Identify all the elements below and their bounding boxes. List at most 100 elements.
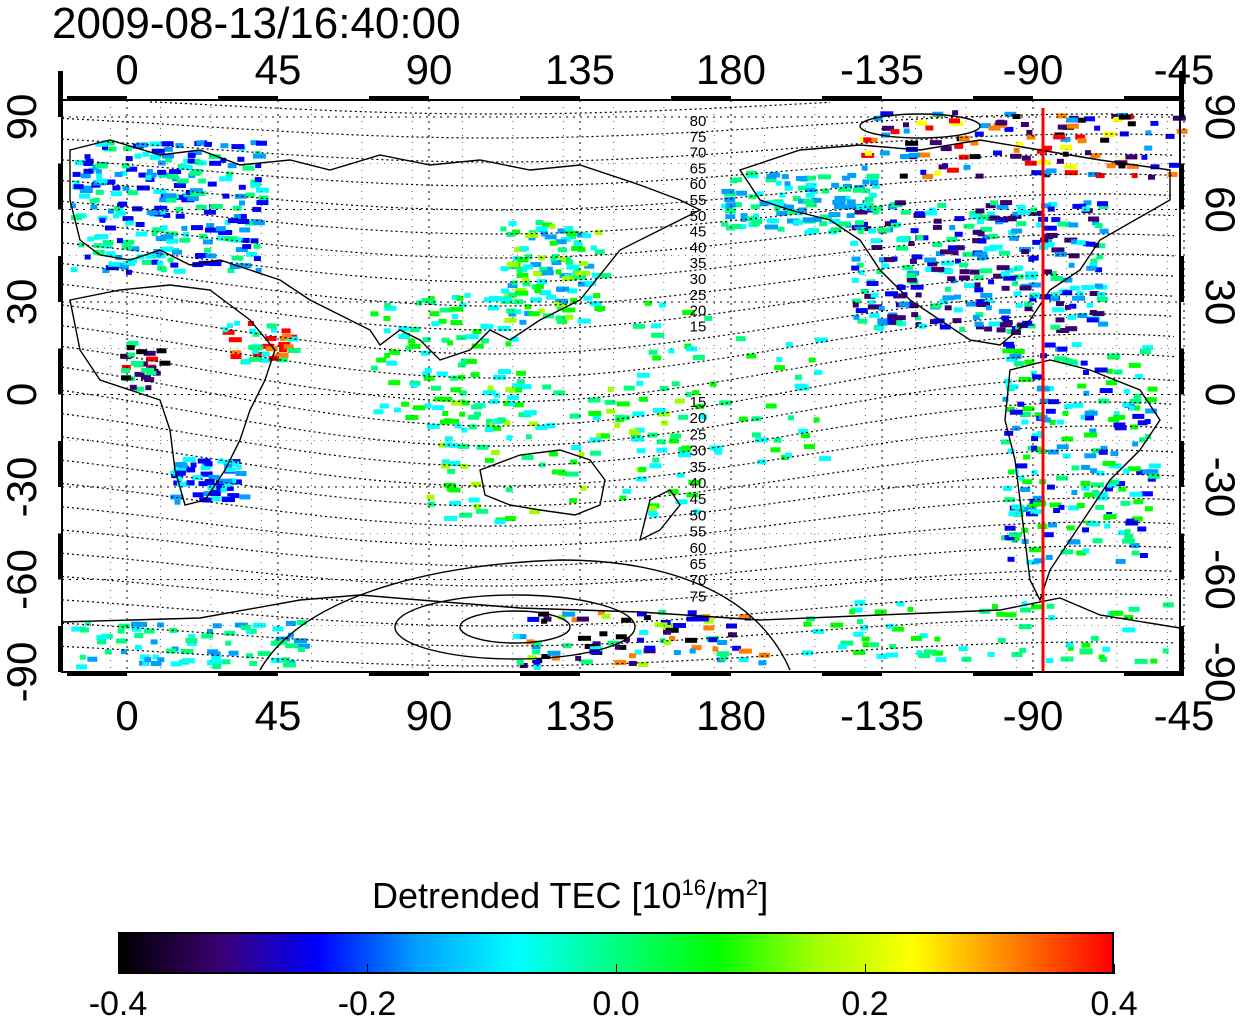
axis-bar-top [67, 96, 127, 101]
tec-pixel [220, 487, 227, 493]
tec-pixel [1009, 409, 1023, 415]
tec-pixel [1147, 386, 1158, 392]
tec-pixel [805, 187, 816, 192]
tec-pixel [534, 288, 542, 294]
tec-pixel [805, 192, 815, 198]
tec-pixel [828, 218, 840, 224]
tec-pixel [928, 207, 936, 213]
contour-label: 65 [690, 160, 707, 177]
tec-pixel [1125, 520, 1139, 526]
tec-pixel [635, 476, 647, 482]
tec-pixel [121, 364, 131, 370]
tec-pixel [776, 210, 788, 216]
colorbar-tick [118, 964, 119, 974]
tec-pixel [577, 232, 586, 238]
tec-pixel [270, 657, 283, 663]
tec-pixel [283, 344, 294, 350]
tec-pixel [240, 624, 251, 630]
tec-pixel [1084, 410, 1098, 416]
coastline [479, 449, 606, 516]
tec-pixel [751, 432, 761, 438]
lat-tick-right: -30 [1197, 457, 1240, 518]
tec-pixel [248, 344, 255, 350]
tec-pixel [121, 375, 131, 381]
tec-pixel [1011, 652, 1023, 658]
tec-pixel [162, 153, 174, 159]
tec-pixel [228, 337, 242, 343]
tec-pixel [209, 261, 222, 267]
tec-pixel [121, 368, 130, 374]
tec-pixel [596, 306, 603, 312]
tec-pixel [954, 294, 961, 300]
tec-pixel [801, 433, 811, 439]
tec-pixel [1083, 370, 1089, 375]
tec-pixel [1113, 422, 1126, 428]
tec-pixel [121, 163, 130, 169]
tec-pixel [1048, 522, 1057, 528]
tec-pixel [1091, 448, 1102, 454]
tec-pixel [1081, 642, 1091, 648]
tec-pixel [987, 215, 1000, 221]
tec-pixel [512, 383, 524, 389]
tec-pixel [998, 250, 1010, 256]
tec-pixel [959, 262, 968, 268]
tec-pixel [1060, 145, 1072, 150]
tec-pixel [550, 256, 557, 262]
tec-pixel [423, 375, 435, 381]
tec-pixel [856, 205, 868, 210]
tec-pixel [1005, 267, 1014, 273]
tec-pixel [1056, 475, 1068, 481]
tec-pixel [871, 245, 883, 250]
tec-pixel [211, 655, 222, 661]
tec-pixel [476, 444, 489, 450]
lon-tick-bottom: 135 [545, 692, 615, 739]
tec-pixel [531, 644, 541, 650]
tec-pixel [539, 290, 552, 296]
tec-pixel [252, 153, 266, 159]
tec-pixel [530, 297, 543, 303]
tec-pixel [1004, 126, 1014, 132]
tec-pixel [1013, 291, 1022, 297]
tec-pixel [203, 209, 216, 215]
contour-label: 20 [690, 410, 707, 427]
tec-pixel [252, 351, 265, 357]
tec-pixel [219, 176, 233, 182]
tec-pixel [490, 450, 500, 455]
tec-pixel [1113, 369, 1123, 375]
tec-pixel [949, 118, 960, 124]
tec-pixel [146, 209, 159, 215]
tec-pixel [885, 623, 894, 629]
tec-pixel [949, 225, 956, 231]
tec-pixel [512, 402, 524, 408]
tec-pixel [876, 653, 888, 659]
tec-pixel [974, 321, 984, 327]
tec-pixel [1029, 255, 1039, 261]
tec-pixel [1094, 125, 1101, 131]
tec-pixel [143, 172, 157, 178]
tec-pixel [125, 220, 135, 226]
tec-pixel [861, 165, 868, 171]
tec-pixel [370, 365, 378, 371]
tec-pixel [1020, 486, 1031, 492]
tec-pixel [925, 267, 935, 272]
colorbar-tick [367, 964, 368, 974]
tec-pixel [1079, 648, 1093, 654]
tec-pixel [1085, 116, 1095, 122]
tec-pixel [204, 479, 215, 485]
tec-pixel [988, 279, 995, 285]
tec-pixel [1021, 601, 1028, 607]
plot-title: 2009-08-13/16:40:00 [52, 0, 461, 48]
tec-pixel [818, 174, 831, 180]
tec-pixel [525, 254, 533, 260]
tec-pixel [678, 414, 689, 420]
tec-pixel [250, 628, 257, 634]
tec-pixel [394, 407, 401, 413]
tec-pixel [123, 146, 133, 151]
tec-pixel [757, 459, 767, 465]
tec-pixel [480, 323, 489, 329]
tec-pixel [804, 175, 816, 181]
tec-pixel [954, 216, 965, 222]
tec-pixel [126, 345, 135, 351]
tec-pixel [794, 383, 808, 389]
tec-pixel [200, 465, 211, 471]
